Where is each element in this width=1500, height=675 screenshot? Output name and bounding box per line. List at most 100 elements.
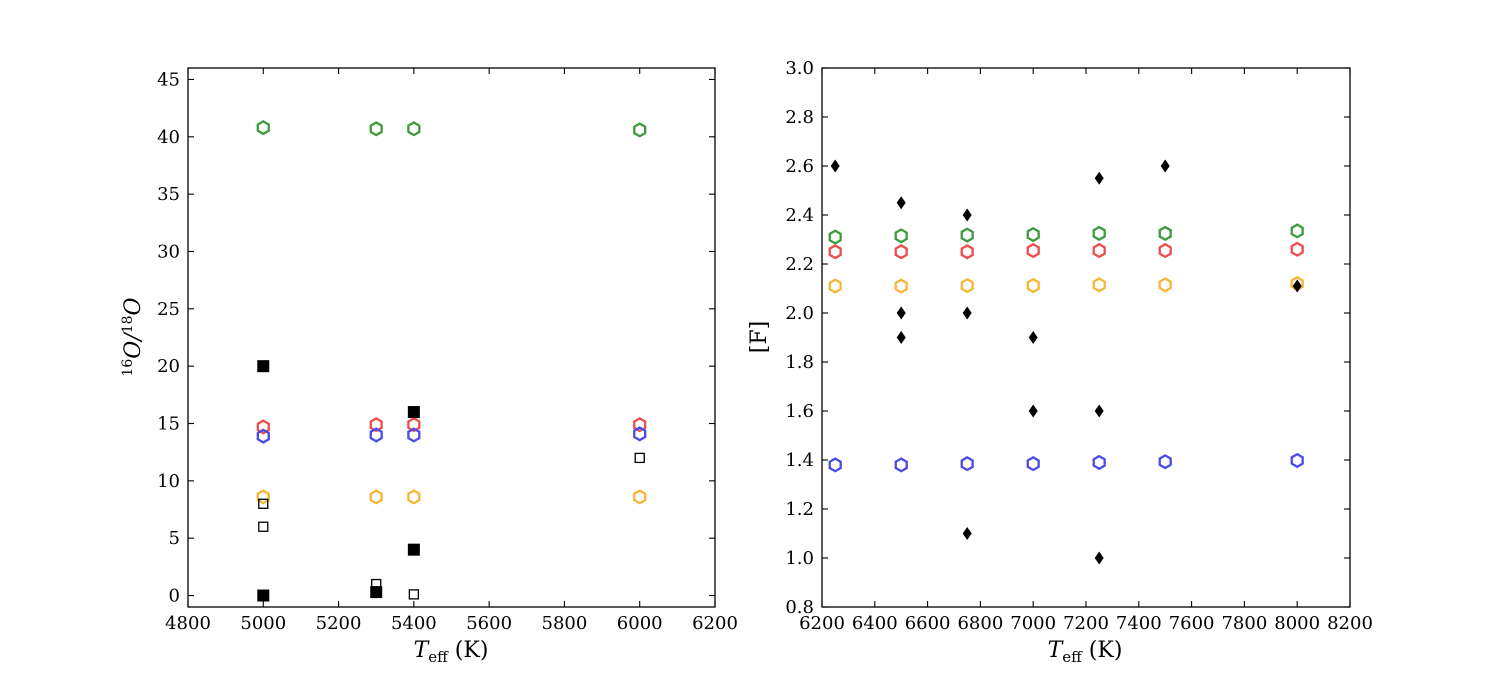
model-orange-point (256, 489, 270, 505)
model-orange-point (633, 489, 647, 505)
observed-point (896, 306, 906, 320)
model-orange-point (407, 489, 421, 505)
model-green-point (1026, 226, 1040, 243)
model-blue-point (256, 428, 270, 444)
y-tick-label: 25 (157, 299, 180, 320)
model-green-point (633, 122, 647, 138)
observed-point (1094, 551, 1104, 565)
y-tick-label: 2.0 (785, 303, 814, 324)
x-tick-label: 8200 (1327, 613, 1373, 634)
x-tick-label: 5800 (542, 613, 588, 634)
model-red-point (1290, 241, 1304, 257)
observed-filled-point (407, 406, 420, 419)
x-tick-label: 4800 (165, 613, 211, 634)
model-red-point (894, 244, 908, 260)
y-tick-label: 1.2 (785, 499, 814, 520)
observed-open-point (371, 578, 382, 590)
y-tick-label: 2.2 (785, 254, 814, 275)
model-orange-point (1092, 277, 1106, 293)
y-tick-label: 2.8 (785, 107, 814, 128)
observed-point (1292, 279, 1302, 293)
model-red-point (960, 244, 974, 260)
y-tick-label: 45 (157, 69, 180, 90)
y-tick-label: 30 (157, 241, 180, 262)
y-tick-label: 1.4 (785, 450, 814, 471)
y-tick-label: 1.8 (785, 352, 814, 373)
model-blue-point (369, 427, 383, 443)
x-tick-label: 5200 (316, 613, 362, 634)
x-tick-label: 6200 (692, 613, 738, 634)
right-panel-fluorine-abundance: 6200 6400 6600 6800 7000 7200 7400 7600 7800 8000… (747, 58, 1373, 666)
model-red-point (407, 417, 421, 433)
x-tick-label: 6600 (905, 613, 951, 634)
x-tick-label: 7800 (1221, 613, 1267, 634)
right-data-marks (828, 159, 1304, 565)
model-orange-point (369, 489, 383, 505)
model-blue-point (894, 457, 908, 473)
x-tick-label: 7200 (1063, 613, 1109, 634)
model-red-point (633, 417, 647, 433)
model-red-point (1092, 242, 1106, 259)
x-tick-label: 5600 (466, 613, 512, 634)
model-orange-point (828, 278, 842, 294)
y-tick-label: 40 (157, 127, 180, 148)
observed-point (1028, 331, 1038, 344)
y-tick-label: 2.6 (785, 156, 814, 177)
left-plot-frame (187, 67, 716, 608)
model-blue-point (1290, 452, 1304, 469)
observed-point (1094, 404, 1104, 418)
observed-open-point (634, 452, 645, 464)
x-tick-label: 8000 (1274, 613, 1320, 634)
y-tick-label: 35 (157, 184, 180, 205)
x-tick-label: 7000 (1010, 613, 1056, 634)
model-green-point (369, 121, 383, 137)
model-blue-point (407, 427, 421, 443)
model-blue-point (633, 426, 647, 442)
x-tick-label: 6800 (957, 613, 1003, 634)
y-tick-label: 0.8 (785, 597, 814, 618)
observed-filled-point (370, 586, 383, 599)
model-green-point (1290, 223, 1304, 239)
model-green-point (1158, 225, 1172, 242)
model-green-point (960, 227, 974, 243)
model-blue-point (828, 457, 842, 473)
x-tick-label: 5000 (240, 613, 286, 634)
x-tick-label: 6000 (617, 613, 663, 634)
model-green-point (894, 228, 908, 244)
model-red-point (1026, 242, 1040, 259)
observed-point (962, 306, 972, 320)
model-green-point (828, 229, 842, 245)
y-tick-label: 1.6 (785, 401, 814, 422)
observed-open-point (258, 521, 269, 532)
observed-point (830, 159, 840, 173)
left-y-axis-label: 16O/18O (120, 297, 146, 376)
left-data-marks (256, 120, 647, 602)
model-blue-point (1026, 456, 1040, 472)
right-x-axis-label: Teff (K) (1048, 638, 1123, 666)
model-blue-point (1092, 454, 1106, 471)
x-tick-label: 6200 (799, 613, 845, 634)
observed-filled-point (407, 543, 420, 556)
model-red-point (256, 419, 270, 435)
x-tick-label: 7400 (1116, 613, 1162, 634)
left-x-axis-label: Teff (K) (414, 638, 489, 666)
model-red-point (369, 417, 383, 433)
model-red-point (828, 244, 842, 260)
model-red-point (1158, 242, 1172, 259)
model-orange-point (1026, 277, 1040, 294)
model-blue-point (1158, 454, 1172, 470)
model-green-point (1092, 225, 1106, 242)
model-green-point (256, 120, 270, 136)
model-orange-point (894, 278, 908, 294)
model-green-point (407, 121, 421, 137)
right-ticks: 6200 6400 6600 6800 7000 7200 7400 7600 7800 8000… (785, 58, 1373, 634)
model-blue-point (960, 456, 974, 472)
y-tick-label: 2.4 (785, 205, 814, 226)
y-tick-label: 20 (157, 356, 180, 377)
y-tick-label: 10 (157, 471, 180, 492)
y-tick-label: 3.0 (785, 58, 814, 79)
left-panel-oxygen-ratio: 4800 5000 5200 5400 5600 5800 6000 6200 0 5 10 15 20… (120, 67, 738, 666)
observed-point (896, 331, 906, 344)
y-tick-label: 0 (169, 586, 180, 607)
